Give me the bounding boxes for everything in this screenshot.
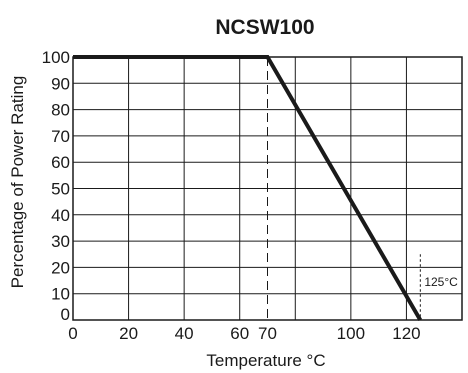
annotations: 125°C (424, 275, 458, 289)
x-tick-label: 60 (230, 324, 249, 343)
y-tick-label: 10 (51, 285, 70, 304)
y-tick-label: 60 (51, 153, 70, 172)
x-axis-ticks: 0 20 40 60 70 100 120 (68, 324, 420, 343)
reference-lines (267, 57, 421, 320)
x-tick-label: 20 (119, 324, 138, 343)
plot-frame (72, 56, 463, 321)
y-tick-label: 100 (42, 48, 70, 67)
x-tick-label: 70 (258, 324, 277, 343)
x-tick-label: 0 (68, 324, 77, 343)
y-tick-label: 0 (61, 305, 70, 324)
y-tick-label: 70 (51, 127, 70, 146)
y-tick-label: 40 (51, 206, 70, 225)
x-axis-label: Temperature °C (206, 351, 325, 370)
annotation-label: 125°C (424, 275, 458, 289)
y-tick-label: 20 (51, 258, 70, 277)
x-tick-label: 100 (337, 324, 365, 343)
chart-title: NCSW100 (215, 16, 314, 39)
x-tick-label: 120 (392, 324, 420, 343)
y-tick-label: 30 (51, 232, 70, 251)
y-axis-label: Percentage of Power Rating (8, 76, 27, 289)
y-tick-label: 90 (51, 74, 70, 93)
y-tick-label: 80 (51, 101, 70, 120)
y-axis-ticks: 010 20 30 40 50 60 70 80 90 100 (42, 48, 70, 324)
x-tick-label: 40 (175, 324, 194, 343)
y-tick-label: 50 (51, 180, 70, 199)
